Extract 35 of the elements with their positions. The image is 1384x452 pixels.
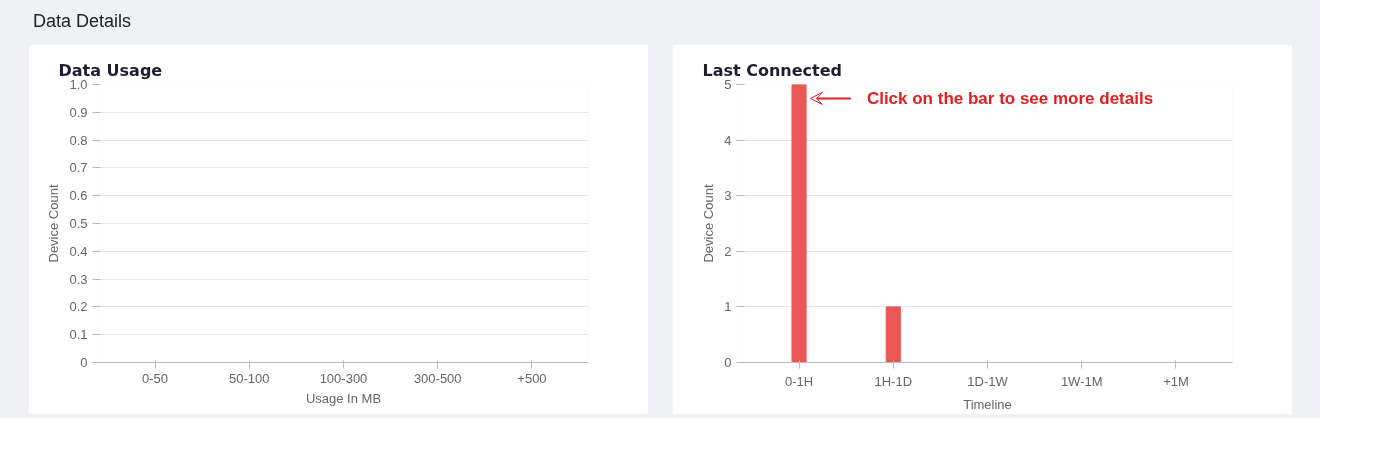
y-tick-label: 0.7 xyxy=(69,160,88,176)
y-tick-label: 4 xyxy=(724,132,732,148)
x-tick-label: 300-500 xyxy=(413,370,462,386)
y-axis-title: Device Count xyxy=(701,184,717,263)
x-tick-label: +1M xyxy=(1163,373,1189,389)
y-tick-label: 0.8 xyxy=(69,132,88,148)
x-tick-label: 50-100 xyxy=(229,370,270,386)
y-tick-label: 0.4 xyxy=(69,243,88,259)
x-tick-label: 1H-1D xyxy=(874,373,913,389)
y-tick-label: 0 xyxy=(724,355,732,370)
y-tick-label: 0 xyxy=(80,355,88,370)
x-tick-label: 1W-1M xyxy=(1060,373,1103,389)
y-tick-label: 0.2 xyxy=(69,299,88,315)
y-tick-label: 0.1 xyxy=(69,327,88,343)
y-tick-label: 0.5 xyxy=(69,216,88,231)
y-tick-label: 1.0 xyxy=(69,77,88,92)
chart-title: Data Usage xyxy=(58,60,163,80)
chart-title: Last Connected xyxy=(702,60,843,80)
y-axis-title: Device Count xyxy=(46,184,62,263)
y-tick-label: 0.9 xyxy=(69,104,88,120)
x-tick-label: 1D-1W xyxy=(967,373,1009,389)
text: Data Details xyxy=(33,10,132,33)
x-tick-label: +500 xyxy=(517,370,547,386)
x-tick-label: 0-1H xyxy=(784,373,814,389)
annotation: Click on the bar to see more details xyxy=(866,88,1154,108)
y-tick-label: 0.3 xyxy=(69,271,88,287)
x-axis-title: Timeline xyxy=(963,396,1012,412)
y-tick-label: 1 xyxy=(724,299,732,315)
y-tick-label: 5 xyxy=(724,77,732,92)
x-tick-label: 0-50 xyxy=(142,370,169,386)
y-tick-label: 2 xyxy=(724,243,732,259)
y-tick-label: 3 xyxy=(724,188,732,204)
y-tick-label: 0.6 xyxy=(69,188,88,204)
x-tick-label: 100-300 xyxy=(319,370,368,386)
x-axis-title: Usage In MB xyxy=(305,390,382,406)
